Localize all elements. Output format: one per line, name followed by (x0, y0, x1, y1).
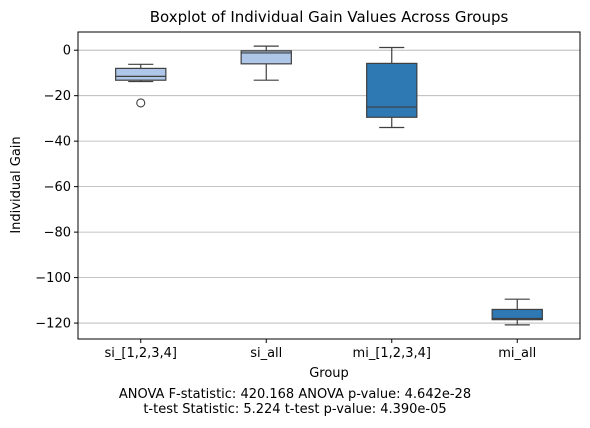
y-tick-label: −120 (35, 317, 71, 332)
box-mi_[1,2,3,4] (366, 46, 418, 129)
y-axis-ticks: 0 −20 −40 −60 −80 −100 −120 (35, 44, 78, 332)
box-mi_all (491, 298, 543, 326)
y-axis-label: Individual Gain (9, 136, 24, 233)
x-axis-label: Group (309, 366, 349, 381)
box-si_[1,2,3,4] (115, 63, 167, 108)
outlier-point (136, 98, 146, 108)
y-tick-label: −60 (44, 180, 71, 195)
x-tick-label: mi_[1,2,3,4] (353, 346, 431, 361)
y-tick-label: −40 (44, 135, 71, 150)
x-tick-label: mi_all (498, 346, 536, 361)
y-tick-label: 0 (63, 44, 71, 59)
y-tick-label: −20 (44, 89, 71, 104)
boxplot-chart: Boxplot of Individual Gain Values Across… (9, 8, 581, 381)
box-iqr (240, 50, 292, 65)
chart-title: Boxplot of Individual Gain Values Across… (150, 8, 509, 26)
x-tick-label: si_[1,2,3,4] (104, 346, 177, 361)
box-iqr (491, 308, 543, 321)
box-iqr (115, 67, 167, 81)
ttest-annotation: t-test Statistic: 5.224 t-test p-value: … (143, 402, 447, 417)
x-tick-label: si_all (250, 346, 282, 361)
anova-annotation: ANOVA F-statistic: 420.168 ANOVA p-value… (118, 387, 472, 402)
box-iqr (366, 62, 418, 118)
x-axis-ticks: si_[1,2,3,4] si_all mi_[1,2,3,4] mi_all (104, 339, 536, 361)
grid-lines (78, 49, 580, 324)
plot-frame (77, 31, 581, 340)
boxes (115, 45, 543, 326)
y-tick-label: −80 (44, 226, 71, 241)
box-si_all (240, 45, 292, 81)
y-tick-label: −100 (35, 271, 71, 286)
